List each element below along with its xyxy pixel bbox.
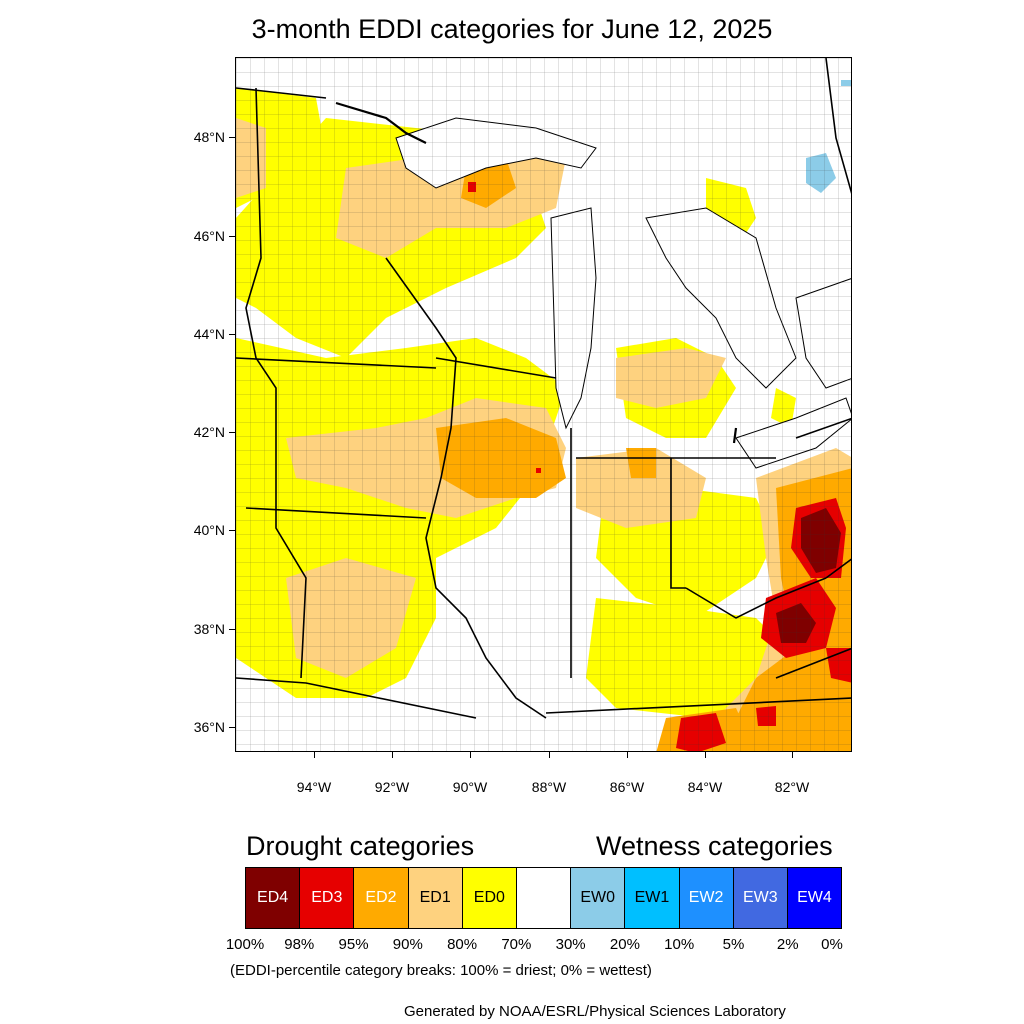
lat-label-46: 46°N bbox=[193, 228, 225, 244]
percentile-break-label: 98% bbox=[284, 936, 315, 953]
eddi-map-graphic bbox=[236, 58, 851, 751]
lat-tick bbox=[229, 530, 235, 531]
percentile-break-label: 70% bbox=[501, 936, 532, 953]
lon-tick bbox=[705, 752, 706, 758]
legend-swatch-ew1: EW1 bbox=[625, 868, 680, 928]
percentile-break-label: 100% bbox=[225, 936, 265, 953]
lat-label-36: 36°N bbox=[193, 719, 225, 735]
legend-swatch-neutral bbox=[516, 868, 572, 928]
lat-tick bbox=[229, 727, 235, 728]
county-boundaries bbox=[236, 58, 851, 751]
percentile-break-label: 2% bbox=[776, 936, 799, 953]
lon-label-90: 90°W bbox=[452, 779, 488, 795]
lat-tick bbox=[229, 137, 235, 138]
lon-tick bbox=[392, 752, 393, 758]
percentile-break-label: 20% bbox=[609, 936, 640, 953]
lat-label-48: 48°N bbox=[193, 129, 225, 145]
lat-label-40: 40°N bbox=[193, 522, 225, 538]
legend-swatch-ed2: ED2 bbox=[354, 868, 409, 928]
lat-tick bbox=[229, 629, 235, 630]
percentile-break-label: 95% bbox=[338, 936, 369, 953]
lon-tick bbox=[627, 752, 628, 758]
lat-tick bbox=[229, 334, 235, 335]
lat-tick bbox=[229, 432, 235, 433]
legend-swatch-ed3: ED3 bbox=[300, 868, 355, 928]
lon-tick bbox=[549, 752, 550, 758]
percentile-break-label: 30% bbox=[555, 936, 586, 953]
category-note: (EDDI-percentile category breaks: 100% =… bbox=[230, 962, 652, 979]
lon-label-92: 92°W bbox=[374, 779, 410, 795]
coastline bbox=[335, 101, 738, 444]
lat-label-44: 44°N bbox=[193, 326, 225, 342]
legend-swatch-ew2: EW2 bbox=[679, 868, 734, 928]
map-title: 3-month EDDI categories for June 12, 202… bbox=[251, 14, 773, 44]
category-legend: ED4 ED3 ED2 ED1 ED0 EW0 EW1 EW2 EW3 EW4 bbox=[245, 867, 842, 929]
percentile-break-label: 0% bbox=[821, 936, 843, 953]
lon-tick bbox=[792, 752, 793, 758]
lon-label-82: 82°W bbox=[774, 779, 810, 795]
legend-swatch-ed0: ED0 bbox=[462, 868, 517, 928]
legend-swatch-ew3: EW3 bbox=[733, 868, 788, 928]
credit-line: Generated by NOAA/ESRL/Physical Sciences… bbox=[404, 1003, 786, 1020]
percentile-break-label: 90% bbox=[392, 936, 423, 953]
lat-label-38: 38°N bbox=[193, 621, 225, 637]
percentile-break-label: 80% bbox=[447, 936, 478, 953]
state-boundaries bbox=[236, 58, 851, 719]
eddi-map bbox=[235, 57, 852, 752]
lon-label-88: 88°W bbox=[531, 779, 567, 795]
drought-heading: Drought categories bbox=[246, 831, 475, 861]
lon-label-94: 94°W bbox=[296, 779, 332, 795]
legend-swatch-ed1: ED1 bbox=[408, 868, 463, 928]
wetness-heading: Wetness categories bbox=[596, 831, 833, 861]
lon-tick bbox=[314, 752, 315, 758]
lon-tick bbox=[470, 752, 471, 758]
legend-swatch-ew0: EW0 bbox=[571, 868, 626, 928]
lat-tick bbox=[229, 236, 235, 237]
legend-swatch-ew4: EW4 bbox=[787, 868, 842, 928]
lat-label-42: 42°N bbox=[193, 424, 225, 440]
legend-swatch-ed4: ED4 bbox=[246, 868, 301, 928]
lon-label-86: 86°W bbox=[609, 779, 645, 795]
percentile-break-label: 5% bbox=[722, 936, 745, 953]
percentile-break-label: 10% bbox=[664, 936, 695, 953]
lon-label-84: 84°W bbox=[687, 779, 723, 795]
